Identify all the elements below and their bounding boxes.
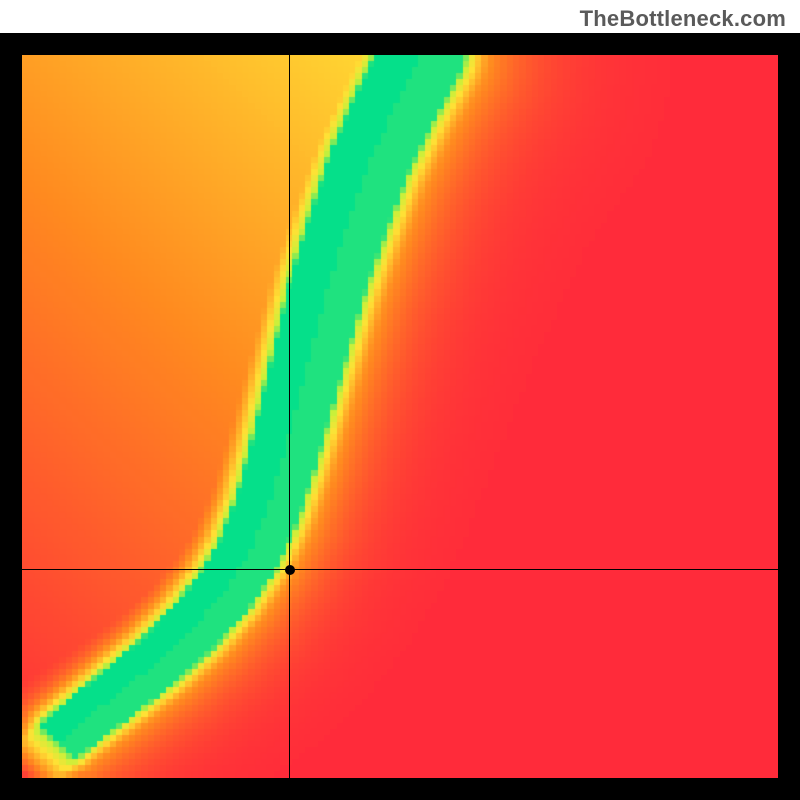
frame-border-top bbox=[0, 33, 800, 55]
frame-border-left bbox=[0, 33, 22, 800]
frame-border-bottom bbox=[0, 778, 800, 800]
watermark-text: TheBottleneck.com bbox=[580, 6, 786, 32]
crosshair-marker-dot bbox=[285, 565, 295, 575]
crosshair-horizontal bbox=[22, 569, 778, 570]
heatmap-canvas bbox=[22, 55, 778, 778]
heatmap-plot bbox=[22, 55, 778, 778]
crosshair-vertical bbox=[289, 55, 290, 778]
frame-border-right bbox=[778, 33, 800, 800]
